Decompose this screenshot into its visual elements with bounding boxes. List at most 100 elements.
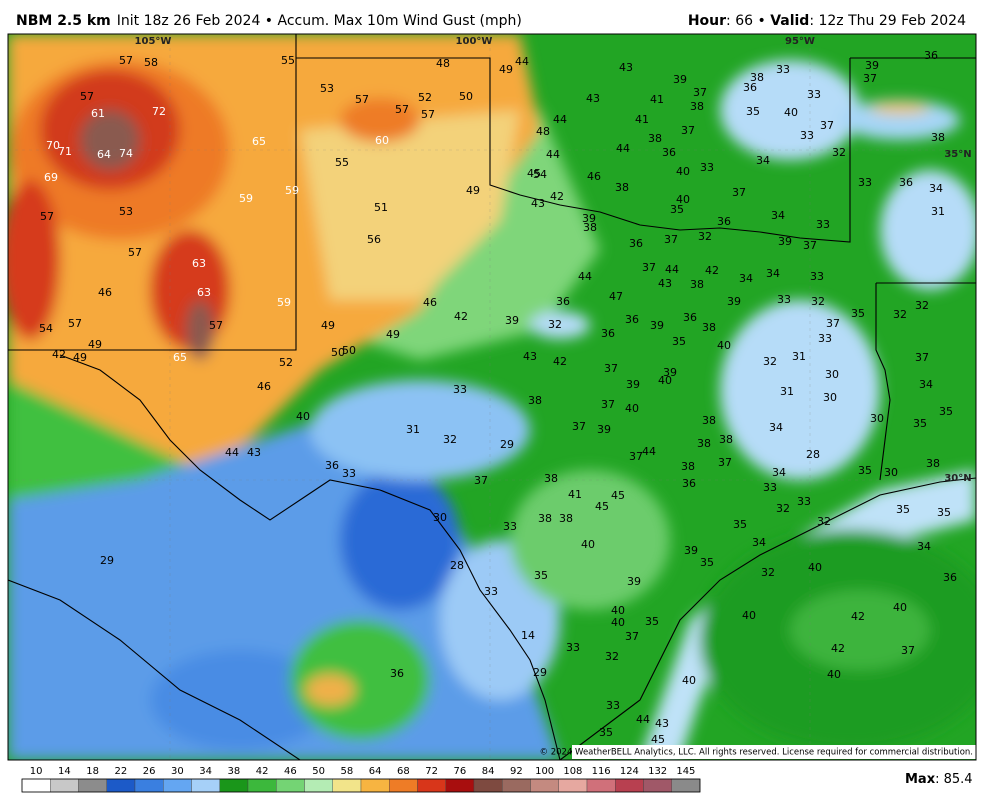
wind-label: 57 [80, 90, 94, 103]
wind-label: 37 [863, 72, 877, 85]
wind-label: 29 [533, 666, 547, 679]
colorbar-tick-label: 34 [199, 766, 212, 777]
field [150, 650, 330, 750]
colorbar-cell [558, 778, 588, 793]
wind-label: 43 [247, 446, 261, 459]
wind-label: 52 [418, 91, 432, 104]
wind-label: 34 [739, 272, 753, 285]
wind-label: 39 [684, 544, 698, 557]
wind-label: 35 [599, 726, 613, 739]
colorbar-cell [417, 778, 446, 793]
wind-label: 74 [119, 147, 133, 160]
wind-label: 57 [209, 319, 223, 332]
wind-label: 36 [556, 295, 570, 308]
wind-label: 48 [436, 57, 450, 70]
wind-label: 29 [500, 438, 514, 451]
wind-label: 38 [559, 512, 573, 525]
wind-label: 37 [915, 351, 929, 364]
wind-label: 38 [719, 433, 733, 446]
colorbar-cell [276, 778, 305, 793]
colorbar-cell [247, 778, 277, 793]
wind-label: 33 [800, 129, 814, 142]
colorbar-cell [615, 778, 644, 793]
wind-label: 32 [761, 566, 775, 579]
wind-label: 57 [40, 210, 54, 223]
wind-label: 55 [281, 54, 295, 67]
wind-label: 37 [601, 398, 615, 411]
wind-label: 42 [705, 264, 719, 277]
wind-label: 50 [342, 344, 356, 357]
wind-label: 36 [390, 667, 404, 680]
wind-label: 45 [527, 167, 541, 180]
colorbar-tick-label: 46 [284, 766, 297, 777]
wind-label: 65 [173, 351, 187, 364]
colorbar-cell [21, 778, 51, 793]
colorbar-cell [134, 778, 164, 793]
wind-label: 40 [581, 538, 595, 551]
wind-label: 37 [803, 239, 817, 252]
wind-label: 57 [68, 317, 82, 330]
colorbar-cell [304, 778, 333, 793]
wind-label: 37 [826, 317, 840, 330]
wind-label: 37 [664, 233, 678, 246]
wind-label: 37 [642, 261, 656, 274]
field [790, 590, 930, 670]
field [310, 380, 530, 480]
wind-label: 37 [572, 420, 586, 433]
wind-label: 29 [100, 554, 114, 567]
map-frame [7, 33, 977, 761]
wind-label: 32 [443, 433, 457, 446]
wind-label: 28 [806, 448, 820, 461]
wind-label: 38 [702, 321, 716, 334]
wind-label: 42 [52, 348, 66, 361]
wind-label: 38 [690, 100, 704, 113]
wind-label: 36 [717, 215, 731, 228]
wind-label: 39 [778, 235, 792, 248]
wind-label: 44 [546, 148, 560, 161]
wind-label: 33 [700, 161, 714, 174]
lon-label: 105°W [135, 36, 172, 47]
colorbar-cell [332, 778, 362, 793]
field [186, 300, 214, 360]
wind-label: 32 [605, 650, 619, 663]
wind-label: 35 [672, 335, 686, 348]
wind-label: 63 [192, 257, 206, 270]
wind-label: 49 [88, 338, 102, 351]
hour-label: Hour [688, 13, 726, 29]
graticule-line [8, 34, 976, 760]
wind-label: 35 [939, 405, 953, 418]
colorbar-tick-label: 100 [535, 766, 554, 777]
wind-label: 40 [658, 374, 672, 387]
wind-label: 32 [548, 318, 562, 331]
colorbar-cell [445, 778, 475, 793]
colorbar-cell [163, 778, 192, 793]
colorbar-tick-label: 42 [256, 766, 269, 777]
wind-label: 36 [625, 313, 639, 326]
colorbar-cell [643, 778, 672, 793]
colorbar-tick-label: 72 [425, 766, 438, 777]
valid-label: Valid [770, 13, 809, 29]
wind-label: 43 [531, 197, 545, 210]
wind-label: 31 [406, 423, 420, 436]
wind-label: 31 [931, 205, 945, 218]
wind-label: 30 [870, 412, 884, 425]
wind-label: 44 [553, 113, 567, 126]
wind-label: 40 [625, 402, 639, 415]
wind-label: 39 [627, 575, 641, 588]
wind-label: 38 [648, 132, 662, 145]
wind-label: 35 [858, 464, 872, 477]
colorbar-tick-label: 38 [228, 766, 241, 777]
wind-label: 34 [769, 421, 783, 434]
wind-label: 38 [926, 457, 940, 470]
colorbar-tick-label: 68 [397, 766, 410, 777]
colorbar-tick-label: 84 [482, 766, 495, 777]
wind-label: 38 [690, 278, 704, 291]
wind-label: 41 [635, 113, 649, 126]
wind-label: 72 [152, 105, 166, 118]
wind-label: 37 [681, 124, 695, 137]
wind-label: 44 [665, 263, 679, 276]
wind-label: 52 [279, 356, 293, 369]
